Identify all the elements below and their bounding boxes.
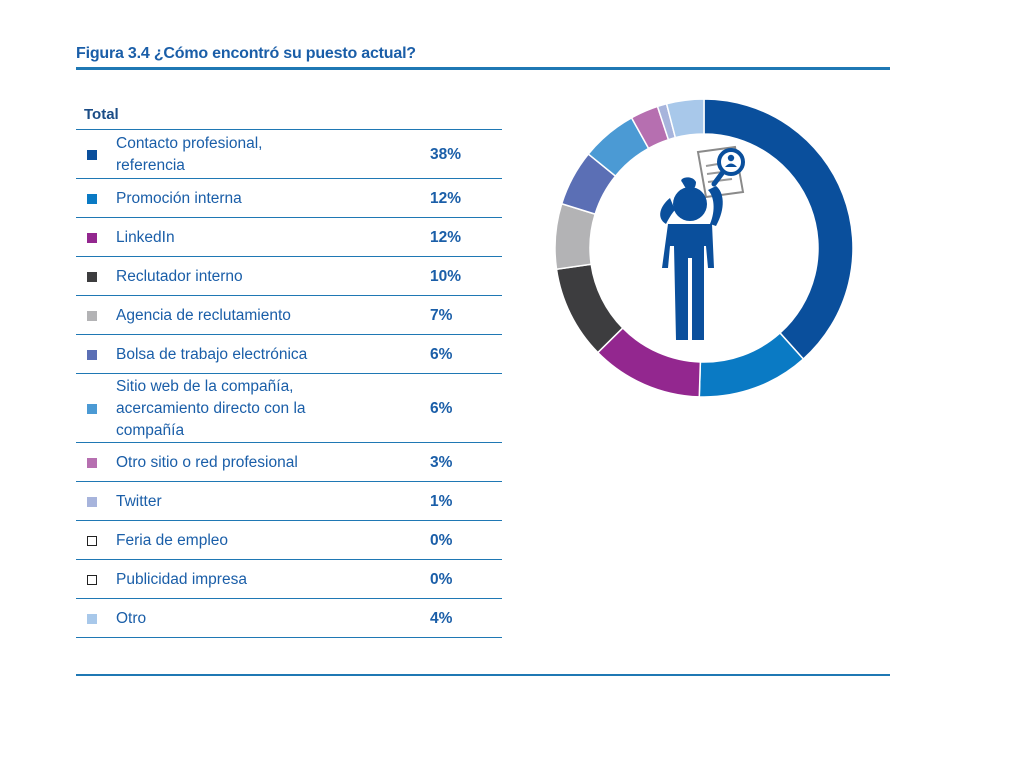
legend-label: Agencia de reclutamiento (116, 306, 291, 324)
legend-swatch (87, 496, 97, 507)
legend-label: Publicidad impresa (116, 570, 247, 588)
legend-value: 0% (430, 570, 453, 588)
legend-value: 12% (430, 228, 462, 246)
legend-swatch (87, 403, 97, 414)
legend-label: Promoción interna (116, 189, 242, 207)
legend-row: Twitter 1% (76, 482, 502, 521)
legend-swatch (87, 149, 97, 160)
legend-value: 38% (430, 145, 462, 163)
legend-swatch (87, 232, 97, 243)
legend-value: 3% (430, 453, 453, 471)
legend-label: Twitter (116, 492, 162, 510)
magnifier-icon (711, 148, 745, 187)
legend-value: 6% (430, 345, 453, 363)
donut-chart (510, 96, 900, 406)
legend-swatch (87, 310, 97, 321)
legend-value: 12% (430, 189, 462, 207)
legend-swatch (87, 535, 97, 546)
legend-row: Promoción interna 12% (76, 179, 502, 218)
legend-swatch (87, 193, 97, 204)
legend-row: Agencia de reclutamiento 7% (76, 296, 502, 335)
legend-row: Sitio web de la compañía, acercamiento di… (76, 374, 502, 443)
legend-label: Otro sitio o red profesional (116, 453, 298, 471)
figure-title: Figura 3.4 ¿Cómo encontró su puesto actu… (76, 45, 416, 62)
donut-slice (703, 98, 854, 361)
donut-slice (665, 98, 705, 139)
legend-row: LinkedIn 12% (76, 218, 502, 257)
legend-swatch (87, 457, 97, 468)
legend-value: 10% (430, 267, 462, 285)
legend-row: Otro sitio o red profesional 3% (76, 443, 502, 482)
title-rule (76, 67, 890, 70)
person-figure-icon (660, 177, 723, 340)
legend-row: Bolsa de trabajo electrónica 6% (76, 335, 502, 374)
legend-row: Publicidad impresa 0% (76, 560, 502, 599)
legend-label: Reclutador interno (116, 267, 243, 285)
donut-slice (554, 202, 597, 271)
legend-row: Otro 4% (76, 599, 502, 638)
legend-value: 1% (430, 492, 453, 510)
legend-value: 6% (430, 399, 453, 417)
legend-swatch (87, 613, 97, 624)
legend-label: Bolsa de trabajo electrónica (116, 345, 308, 363)
legend-table: Total Contacto profesional, referencia 38%… (76, 100, 502, 638)
legend-swatch (87, 574, 97, 585)
legend-label: LinkedIn (116, 228, 175, 246)
legend-value: 4% (430, 609, 453, 627)
legend-label: Feria de empleo (116, 531, 229, 549)
donut-svg (554, 98, 854, 398)
legend-label: Otro (116, 609, 147, 627)
legend-row: Feria de empleo 0% (76, 521, 502, 560)
legend-label: Sitio web de la compañía, acercamiento di… (116, 377, 306, 439)
legend-swatch (87, 349, 97, 360)
legend-value: 0% (430, 531, 453, 549)
donut-slice (698, 331, 805, 398)
legend-table-header: Total (76, 100, 502, 130)
person-with-magnifier-and-resume-icon (660, 145, 745, 340)
legend-row: Contacto profesional, referencia 38% (76, 130, 502, 179)
bottom-rule (76, 674, 890, 676)
legend-row: Reclutador interno 10% (76, 257, 502, 296)
legend-value: 7% (430, 306, 453, 324)
legend-swatch (87, 271, 97, 282)
legend-label: Contacto profesional, referencia (116, 134, 263, 174)
